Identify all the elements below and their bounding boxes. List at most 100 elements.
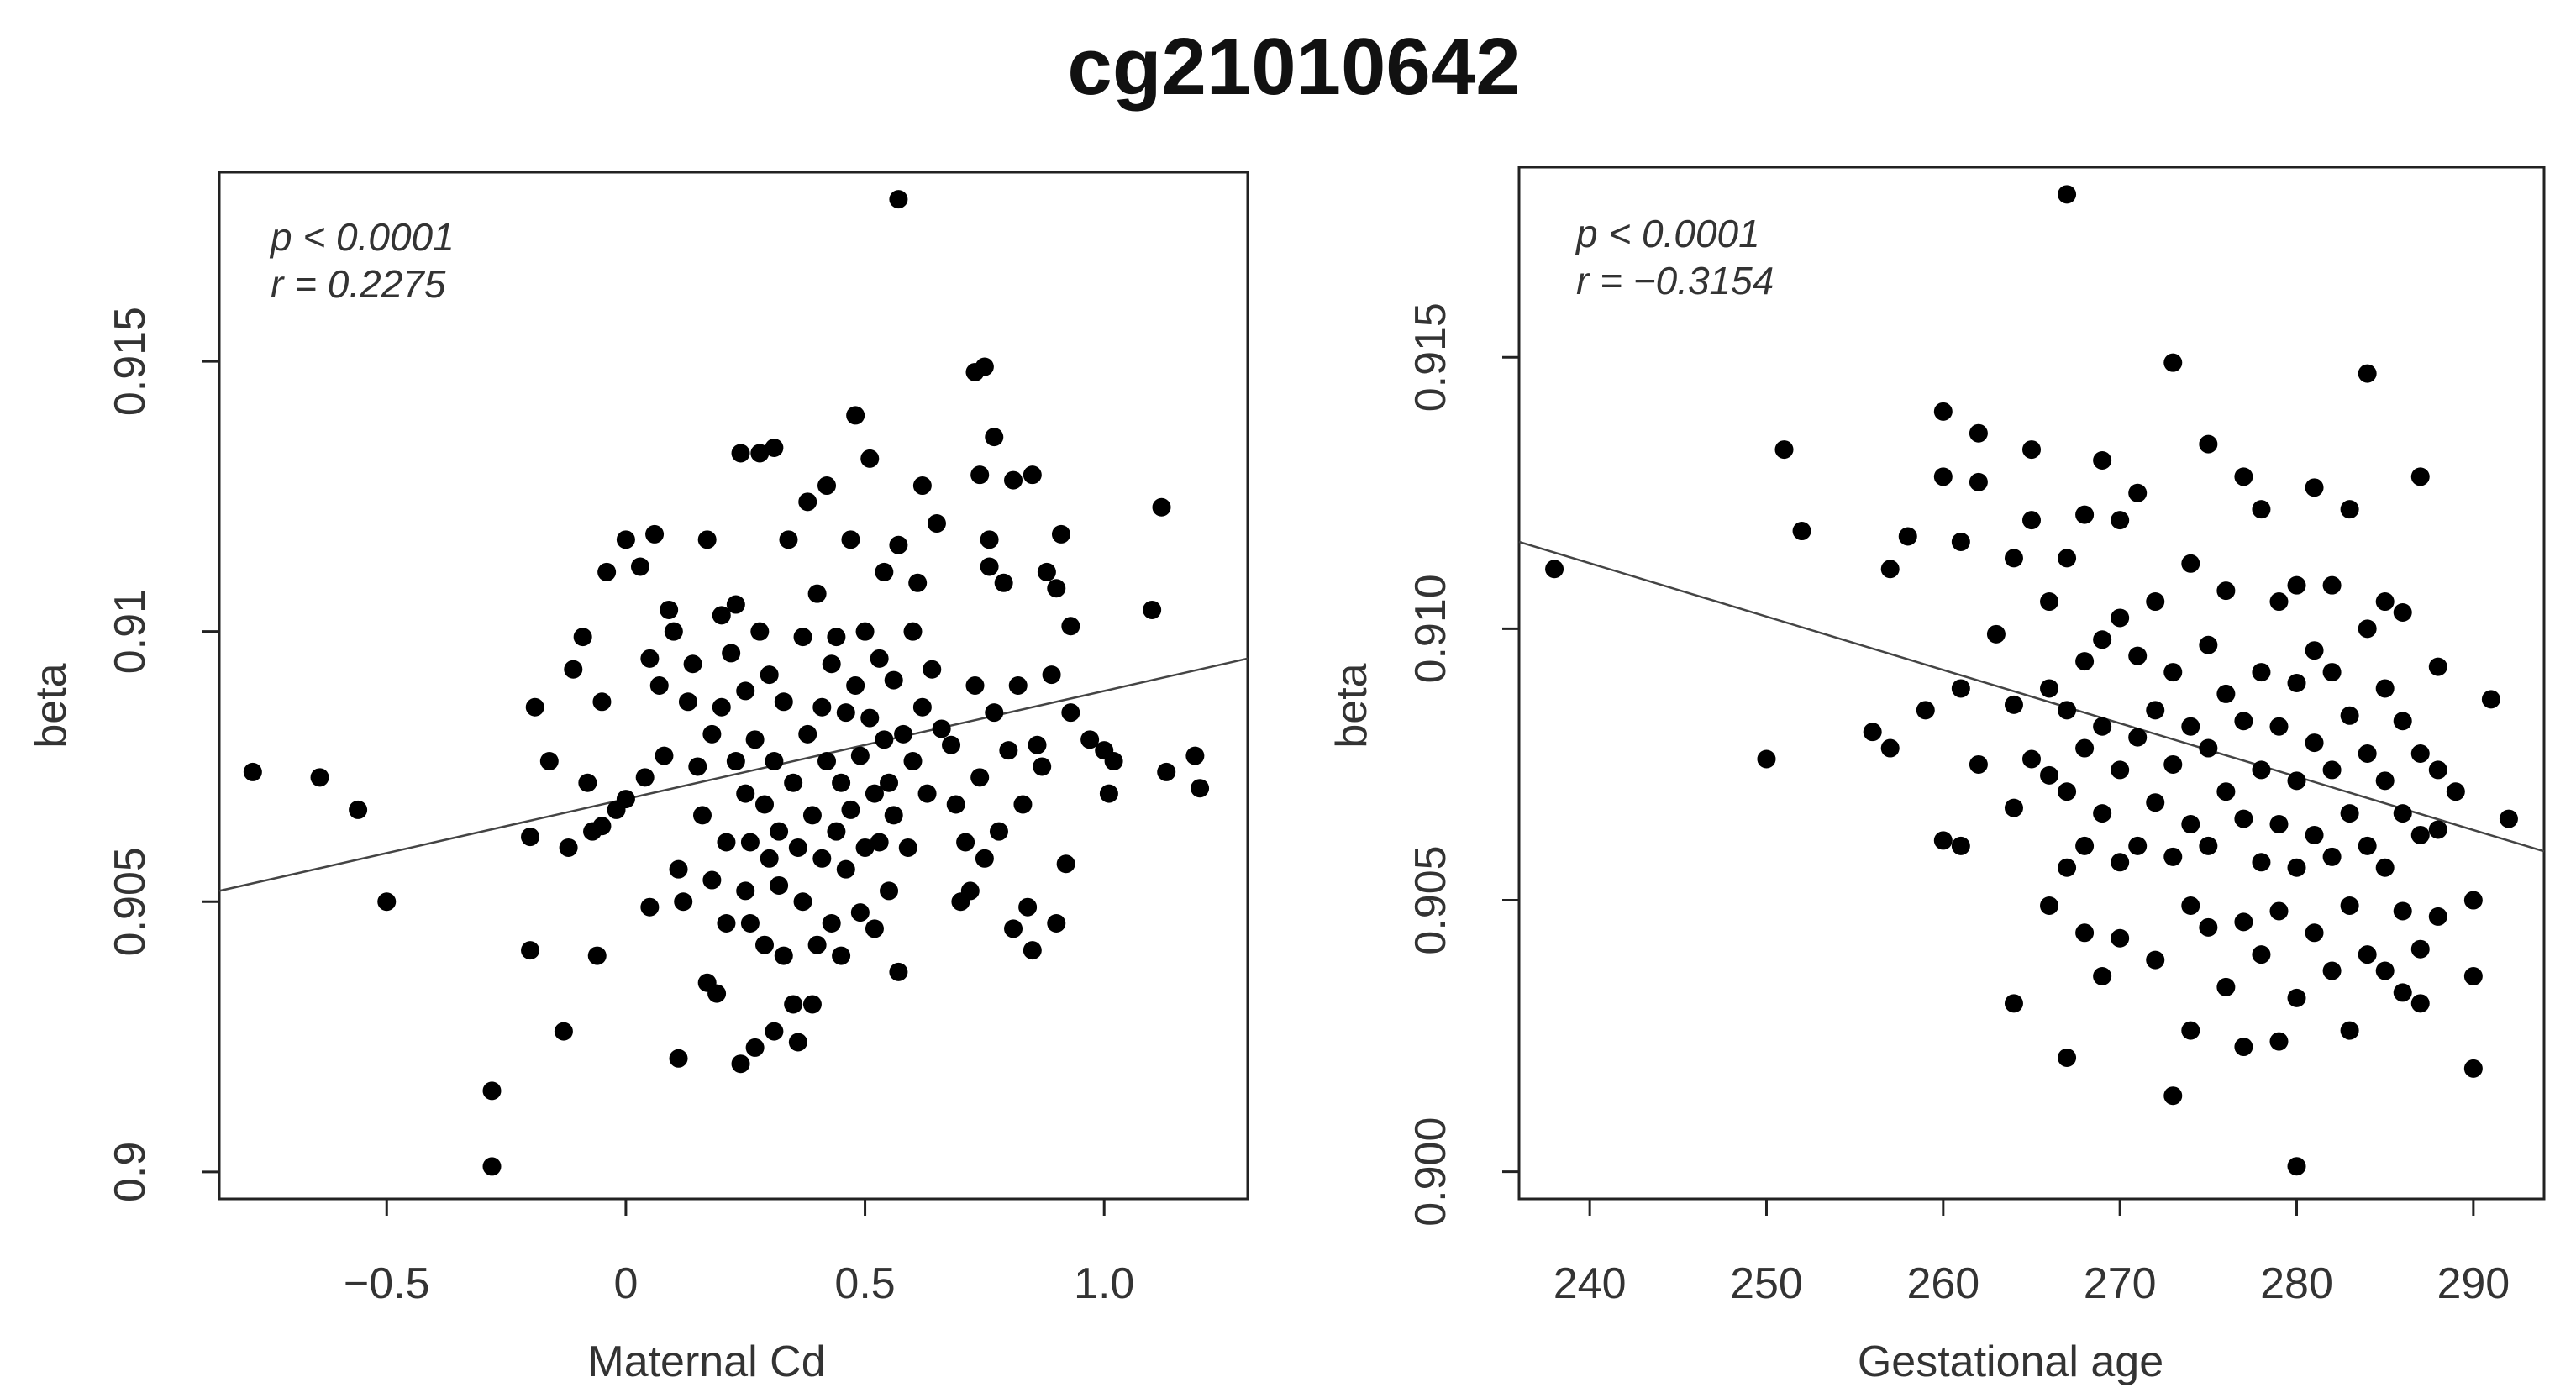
left-data-point xyxy=(697,530,717,549)
right-data-point xyxy=(2340,804,2359,823)
left-data-point xyxy=(669,859,688,879)
left-data-point xyxy=(812,697,832,717)
right-data-point xyxy=(2181,815,2200,834)
left-x-tick-label: 0.5 xyxy=(834,1259,895,1308)
left-data-point xyxy=(855,838,875,857)
left-data-point xyxy=(865,919,884,938)
left-data-point xyxy=(942,735,961,754)
left-data-point xyxy=(616,790,635,809)
left-data-point xyxy=(722,644,741,663)
right-x-tick-label: 260 xyxy=(1906,1259,1979,1308)
right-data-point xyxy=(1863,723,1882,742)
right-data-point xyxy=(2410,825,2430,844)
left-p-value: p < 0.0001 xyxy=(269,215,455,259)
right-data-point xyxy=(2410,467,2430,486)
right-data-point xyxy=(2234,809,2253,828)
right-data-point xyxy=(2199,434,2218,454)
right-data-point xyxy=(1969,472,1988,491)
left-data-point xyxy=(1004,919,1023,938)
right-regression-line xyxy=(1518,540,2545,853)
right-data-point xyxy=(2111,608,2130,628)
right-data-point xyxy=(2305,825,2324,844)
left-data-point xyxy=(836,859,855,879)
left-data-point xyxy=(349,800,368,819)
left-data-point xyxy=(760,665,779,685)
right-data-point xyxy=(2340,706,2359,725)
left-data-point xyxy=(908,573,928,592)
left-data-point xyxy=(1013,795,1033,814)
right-p-value: p < 0.0001 xyxy=(1575,212,1760,255)
left-data-point xyxy=(1080,730,1100,749)
right-data-point xyxy=(1774,440,1794,460)
right-x-tick-label: 280 xyxy=(2260,1259,2333,1308)
left-data-point xyxy=(736,784,755,803)
right-data-point xyxy=(2146,793,2165,812)
left-x-tick-label: 1.0 xyxy=(1074,1259,1134,1308)
figure-title: cg21010642 xyxy=(1067,22,1520,112)
right-data-point xyxy=(2322,847,2342,866)
right-data-point xyxy=(1545,560,1564,579)
left-scatter-panel: p < 0.0001 r = 0.2275 Maternal Cd beta −… xyxy=(27,171,1249,1386)
left-data-point xyxy=(1004,470,1023,490)
left-data-point xyxy=(960,881,980,901)
right-data-point xyxy=(2163,663,2183,682)
right-data-point xyxy=(1880,738,1900,758)
right-data-point xyxy=(2428,657,2447,676)
left-data-point xyxy=(836,703,855,723)
right-data-point xyxy=(2216,684,2236,703)
right-data-point xyxy=(2216,782,2236,801)
right-data-point xyxy=(2287,575,2306,595)
right-y-tick-label: 0.900 xyxy=(1406,1117,1455,1227)
left-data-point xyxy=(1185,746,1205,765)
left-x-tick-label: −0.5 xyxy=(344,1259,430,1308)
left-data-point xyxy=(655,746,674,765)
left-data-point xyxy=(592,817,612,836)
left-data-point xyxy=(894,724,913,744)
left-data-point xyxy=(755,795,775,814)
left-data-point xyxy=(592,692,612,712)
right-data-point xyxy=(2322,961,2342,980)
right-data-point xyxy=(2358,364,2377,383)
right-data-point xyxy=(1792,522,1811,541)
right-data-point xyxy=(2322,760,2342,780)
left-data-point xyxy=(765,439,784,458)
right-y-tick-label: 0.910 xyxy=(1406,574,1455,683)
left-data-point xyxy=(980,557,999,576)
left-data-point xyxy=(521,941,540,960)
right-data-point xyxy=(1969,754,1988,774)
left-data-point xyxy=(850,746,870,765)
right-data-point xyxy=(2040,765,2059,785)
left-data-point xyxy=(731,444,750,463)
right-data-point xyxy=(2252,760,2271,780)
left-data-point xyxy=(889,190,908,209)
right-data-point xyxy=(2393,983,2412,1002)
right-data-point xyxy=(2093,967,2112,986)
right-data-point xyxy=(2181,717,2200,736)
left-r-value: r = 0.2275 xyxy=(271,262,446,306)
left-data-point xyxy=(985,428,1004,447)
right-data-point xyxy=(2058,701,2077,720)
left-data-point xyxy=(817,476,837,496)
right-data-point xyxy=(2199,917,2218,937)
left-data-point xyxy=(784,995,803,1014)
left-data-point xyxy=(377,892,397,912)
left-data-point xyxy=(970,768,990,787)
left-data-point xyxy=(1042,665,1061,685)
right-data-point xyxy=(2358,836,2377,855)
right-data-point xyxy=(1969,423,1988,443)
right-data-point xyxy=(2075,505,2095,524)
right-data-point xyxy=(2252,853,2271,872)
left-data-point xyxy=(903,622,923,641)
right-data-point xyxy=(2040,896,2059,915)
left-x-axis-label: Maternal Cd xyxy=(587,1338,825,1386)
left-data-point xyxy=(243,762,262,781)
right-data-point xyxy=(1933,831,1953,850)
left-data-point xyxy=(884,806,903,825)
right-data-point xyxy=(2393,901,2412,921)
right-data-point xyxy=(2410,939,2430,959)
left-data-point xyxy=(788,838,807,857)
right-data-point xyxy=(2340,500,2359,519)
right-data-point xyxy=(2269,901,2289,921)
right-data-point xyxy=(2463,891,2483,910)
